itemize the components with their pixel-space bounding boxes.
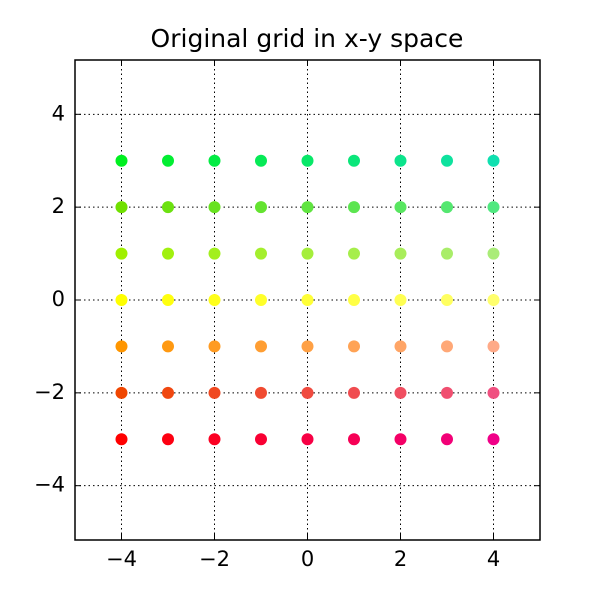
point [487, 247, 500, 260]
point [394, 386, 407, 399]
point [301, 340, 314, 353]
point [115, 154, 128, 167]
point [115, 294, 128, 306]
point [441, 386, 453, 399]
point [394, 294, 407, 306]
point [115, 201, 128, 214]
point [301, 154, 314, 167]
point [487, 386, 500, 399]
point [441, 201, 453, 214]
point [394, 433, 407, 446]
y-tick-label: 2 [52, 194, 65, 218]
x-tick-label: −2 [199, 547, 230, 571]
point [394, 201, 407, 214]
point [162, 433, 174, 446]
point [208, 386, 221, 399]
point [255, 247, 267, 260]
point [348, 201, 360, 214]
x-tick-label: 0 [301, 547, 314, 571]
x-tick-label: −4 [106, 547, 137, 571]
point [162, 247, 174, 260]
point [115, 386, 128, 399]
point [441, 340, 453, 353]
point [301, 433, 314, 446]
point [487, 433, 500, 446]
chart-title: Original grid in x-y space [151, 24, 464, 53]
point [255, 340, 267, 353]
point [162, 294, 174, 306]
point [394, 154, 407, 167]
point [487, 294, 500, 306]
point [208, 247, 221, 260]
point [441, 294, 453, 306]
point [162, 201, 174, 214]
point [441, 154, 453, 167]
point [394, 247, 407, 260]
x-tick-label: 4 [487, 547, 500, 571]
point [162, 340, 174, 353]
point [348, 386, 360, 399]
point [255, 201, 267, 214]
point [301, 201, 314, 214]
point [441, 247, 453, 260]
point [208, 154, 221, 167]
point [255, 386, 267, 399]
y-tick-label: 4 [52, 101, 65, 125]
point [255, 154, 267, 167]
point [487, 340, 500, 353]
point [487, 201, 500, 214]
point [115, 340, 128, 353]
y-tick-label: 0 [52, 287, 65, 311]
point [255, 433, 267, 446]
y-tick-label: −2 [34, 380, 65, 404]
point [162, 154, 174, 167]
point [487, 154, 500, 167]
point [441, 433, 453, 446]
x-tick-label: 2 [394, 547, 407, 571]
point [208, 340, 221, 353]
plot-frame [74, 59, 541, 541]
point [208, 433, 221, 446]
point [162, 386, 174, 399]
point [348, 154, 360, 167]
point [115, 433, 128, 446]
point [301, 247, 314, 260]
point [208, 294, 221, 306]
y-tick-label: −4 [34, 473, 65, 497]
point [255, 294, 267, 306]
point [301, 294, 314, 306]
point [348, 247, 360, 260]
point [115, 247, 128, 260]
point [301, 386, 314, 399]
point [394, 340, 407, 353]
point [348, 340, 360, 353]
point [208, 201, 221, 214]
point [348, 294, 360, 306]
point [348, 433, 360, 446]
